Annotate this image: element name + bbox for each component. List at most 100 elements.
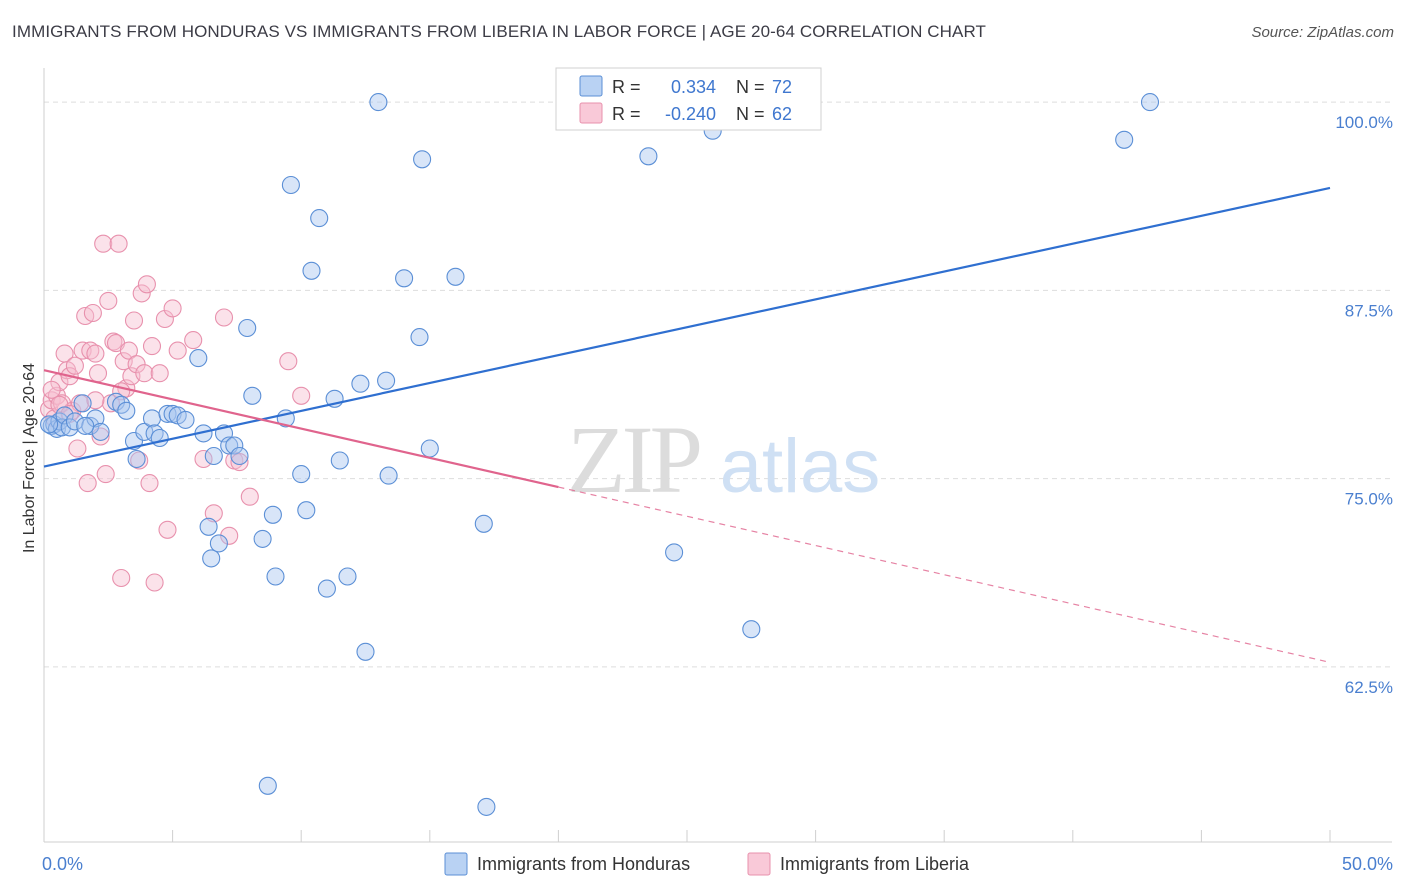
point-honduras bbox=[742, 620, 761, 639]
point-honduras bbox=[202, 549, 221, 568]
watermark-atlas: atlas bbox=[720, 424, 881, 509]
point-honduras bbox=[112, 395, 131, 414]
point-liberia bbox=[88, 364, 108, 383]
point-honduras bbox=[292, 465, 311, 484]
point-honduras bbox=[253, 529, 272, 548]
point-honduras bbox=[176, 410, 195, 429]
point-honduras bbox=[258, 776, 277, 795]
point-liberia bbox=[65, 356, 84, 375]
point-liberia bbox=[83, 303, 102, 323]
point-liberia bbox=[109, 234, 128, 253]
trend-line-honduras bbox=[43, 186, 1331, 468]
point-liberia bbox=[145, 573, 164, 592]
point-honduras bbox=[117, 401, 136, 420]
x-tick-label: 0.0% bbox=[42, 854, 83, 874]
point-honduras bbox=[410, 328, 429, 347]
point-honduras bbox=[204, 446, 223, 466]
point-honduras bbox=[225, 436, 244, 455]
point-honduras bbox=[446, 267, 465, 286]
point-liberia bbox=[137, 275, 156, 294]
point-honduras bbox=[243, 386, 262, 405]
legend-n-label-liberia: N = bbox=[736, 104, 765, 124]
chart-title: IMMIGRANTS FROM HONDURAS VS IMMIGRANTS F… bbox=[12, 22, 987, 41]
point-liberia bbox=[99, 291, 118, 310]
legend-swatch-honduras bbox=[579, 75, 603, 97]
point-honduras bbox=[238, 318, 257, 338]
trend-lines bbox=[43, 186, 1331, 663]
point-liberia bbox=[163, 299, 182, 318]
point-honduras bbox=[1115, 130, 1134, 149]
series-honduras-points bbox=[40, 93, 1160, 816]
point-liberia bbox=[158, 520, 177, 539]
point-honduras bbox=[86, 409, 105, 428]
point-honduras bbox=[1140, 93, 1160, 112]
point-honduras bbox=[60, 418, 79, 437]
point-honduras bbox=[351, 374, 370, 393]
legend-box: R = 0.334 N = 72 R = -0.240 N = 62 bbox=[555, 67, 822, 131]
point-liberia bbox=[68, 439, 87, 458]
point-honduras bbox=[377, 371, 396, 390]
point-honduras bbox=[91, 422, 110, 441]
point-liberia bbox=[81, 341, 100, 360]
watermark: ZIP atlas bbox=[567, 406, 880, 513]
legend-r-label-honduras: R = bbox=[612, 77, 641, 97]
point-honduras bbox=[209, 534, 228, 553]
point-honduras bbox=[40, 415, 59, 434]
point-liberia bbox=[292, 386, 311, 405]
point-honduras bbox=[420, 439, 439, 458]
point-honduras bbox=[127, 449, 146, 469]
legend-r-value-honduras: 0.334 bbox=[671, 77, 716, 97]
point-honduras bbox=[474, 514, 493, 533]
y-tick-labels: 100.0% 87.5% 75.0% 62.5% bbox=[1335, 113, 1393, 697]
point-honduras bbox=[665, 543, 684, 562]
legend-swatch-liberia bbox=[579, 102, 603, 124]
point-liberia bbox=[142, 337, 162, 356]
y-tick-label: 75.0% bbox=[1345, 490, 1393, 509]
point-liberia bbox=[42, 380, 61, 399]
point-honduras bbox=[230, 446, 249, 466]
watermark-zip: ZIP bbox=[567, 406, 700, 513]
point-liberia bbox=[132, 284, 151, 303]
point-liberia bbox=[94, 234, 113, 253]
point-honduras bbox=[266, 567, 285, 586]
point-liberia bbox=[220, 526, 239, 545]
point-honduras bbox=[106, 392, 126, 411]
point-liberia bbox=[214, 308, 234, 327]
trend-line-liberia bbox=[43, 369, 559, 489]
point-liberia bbox=[204, 504, 223, 523]
legend-n-value-honduras: 72 bbox=[772, 77, 792, 97]
point-liberia bbox=[96, 465, 115, 484]
point-honduras bbox=[330, 451, 349, 470]
source-label: Source: ZipAtlas.com bbox=[1251, 24, 1394, 41]
x-tick-labels: 0.0% 50.0% bbox=[42, 854, 1393, 874]
point-liberia bbox=[124, 311, 144, 330]
point-liberia bbox=[184, 331, 203, 350]
point-liberia bbox=[86, 344, 105, 363]
point-honduras bbox=[639, 147, 658, 166]
bottom-legend-swatch-honduras bbox=[444, 852, 468, 876]
point-liberia bbox=[119, 341, 138, 360]
legend-n-label-honduras: N = bbox=[736, 77, 765, 97]
point-honduras bbox=[142, 409, 162, 428]
point-honduras bbox=[199, 517, 218, 536]
trend-line-liberia-extension bbox=[558, 486, 1331, 663]
point-liberia bbox=[240, 487, 259, 506]
point-liberia bbox=[279, 352, 298, 371]
y-axis-label: In Labor Force | Age 20-64 bbox=[21, 363, 38, 553]
point-honduras bbox=[263, 505, 282, 524]
point-honduras bbox=[369, 93, 388, 112]
point-honduras bbox=[338, 567, 357, 586]
y-tick-label: 87.5% bbox=[1345, 301, 1393, 320]
point-liberia bbox=[140, 474, 159, 493]
point-liberia bbox=[230, 453, 249, 472]
point-honduras bbox=[395, 269, 414, 288]
axes bbox=[43, 68, 1392, 843]
point-honduras bbox=[297, 501, 316, 520]
point-honduras bbox=[477, 797, 496, 816]
point-honduras bbox=[189, 349, 208, 368]
point-honduras bbox=[76, 416, 95, 435]
point-liberia bbox=[168, 341, 187, 360]
point-honduras bbox=[302, 261, 321, 280]
point-liberia bbox=[150, 364, 169, 383]
